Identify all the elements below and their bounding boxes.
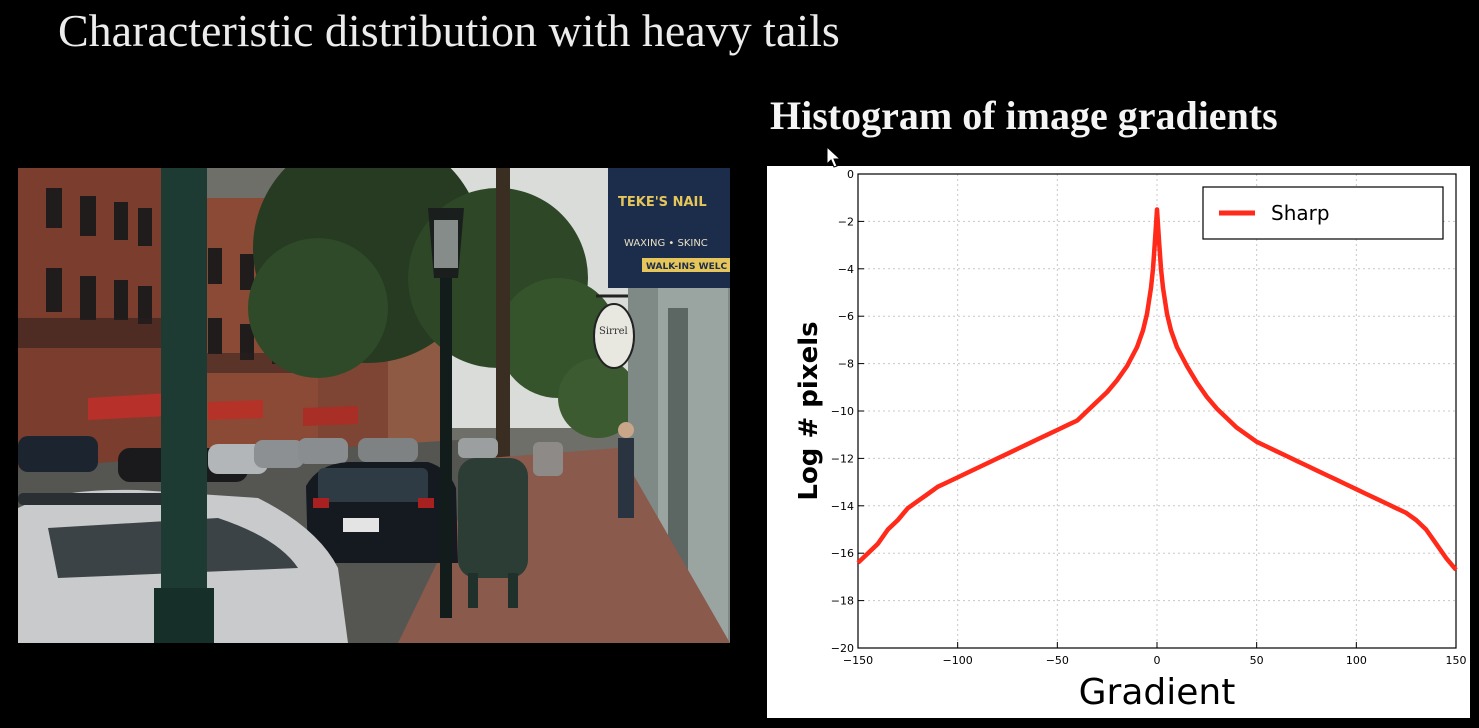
series-line-sharp <box>856 207 1458 572</box>
y-tick-label: −2 <box>838 215 854 228</box>
legend: Sharp <box>1202 186 1444 240</box>
gradient-histogram-chart: −150 −100 −50 0 50 100 150 0 −2 −4 −6 −8 −10 −12 −14 −1… <box>794 168 1467 713</box>
store-sign-line2: WAXING • SKINC <box>624 238 708 249</box>
x-tick-label: −100 <box>943 654 973 667</box>
x-tick-label: −50 <box>1046 654 1069 667</box>
slide-title: Characteristic distribution with heavy t… <box>58 5 840 56</box>
series-layer <box>856 207 1458 572</box>
x-axis-label: Gradient <box>1079 672 1236 713</box>
street-photo: TEKE'S NAIL WAXING • SKINC WALK-INS WELC… <box>18 168 730 643</box>
grid <box>857 173 1457 649</box>
x-tick-label: 0 <box>1154 654 1161 667</box>
y-tick-label: 0 <box>847 168 854 181</box>
y-tick-label: −4 <box>838 263 854 276</box>
x-tick-label: 100 <box>1346 654 1367 667</box>
y-tick-label: −18 <box>831 595 854 608</box>
y-tick-label: −8 <box>838 358 854 371</box>
store-sign-text: TEKE'S NAIL <box>618 195 707 210</box>
chart-panel: −150 −100 −50 0 50 100 150 0 −2 −4 −6 −8 −10 −12 −14 −1… <box>767 166 1470 718</box>
axis-ticks: −150 −100 −50 0 50 100 150 0 −2 −4 −6 −8 −10 −12 −14 −1… <box>831 168 1467 667</box>
y-tick-label: −12 <box>831 452 854 465</box>
x-tick-label: 150 <box>1446 654 1467 667</box>
mouse-cursor-icon <box>826 145 842 174</box>
y-tick-label: −16 <box>831 547 854 560</box>
x-tick-label: −150 <box>843 654 873 667</box>
y-tick-label: −20 <box>831 642 854 655</box>
x-tick-label: 50 <box>1250 654 1264 667</box>
legend-label-sharp: Sharp <box>1271 201 1330 225</box>
y-tick-label: −14 <box>831 500 854 513</box>
store-sign-line3: WALK-INS WELC <box>646 262 727 272</box>
chart-title: Histogram of image gradients <box>770 93 1278 138</box>
y-tick-label: −6 <box>838 310 854 323</box>
y-tick-label: −10 <box>831 405 854 418</box>
y-axis-label: Log # pixels <box>794 321 824 500</box>
hanging-sign-text: Sirrel <box>599 326 628 337</box>
